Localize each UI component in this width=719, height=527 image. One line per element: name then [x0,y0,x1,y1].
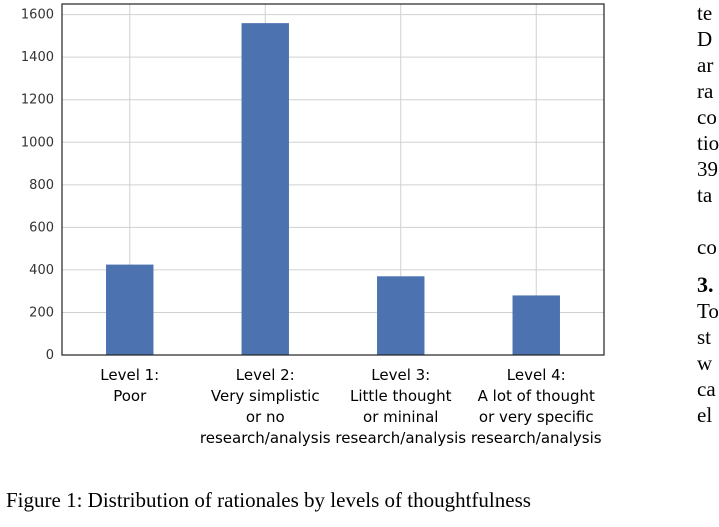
y-tick-label: 800 [29,178,54,193]
y-tick-labels: 0 200 400 600 800 1000 1200 1400 1600 [21,8,54,363]
side-text-line [697,208,719,234]
side-text-line: co [697,105,717,129]
x-tick-label-level-2: Level 2: Very simplistic or no research/ana… [200,366,331,447]
y-tick-label: 400 [29,263,54,278]
side-text-line: ra [697,79,714,103]
bar-level-3 [377,276,425,355]
y-tick-label: 1200 [21,93,54,108]
x-tick-label-level-1: Level 1: Poor [100,366,159,405]
bar-level-1 [106,264,154,355]
x-tick-label-line: Little thought [350,387,452,405]
x-tick-label-line: research/analysis [335,429,466,447]
x-tick-label-line: Level 4: [507,366,566,384]
side-text-line: te [697,1,713,25]
x-tick-label-line: Poor [113,387,147,405]
y-tick-label: 1000 [21,135,54,150]
bar-level-2 [241,23,289,356]
side-text-line: ar [697,53,714,77]
x-tick-label-level-3: Level 3: Little thought or mininal research… [335,366,466,447]
x-tick-label-line: research/analysis [471,429,602,447]
x-tick-label-line: or no [246,408,285,426]
x-tick-label-line: Very simplistic [211,387,320,405]
side-text-line: ta [697,183,713,207]
y-tick-label: 1600 [21,8,54,23]
side-text-line [697,260,719,272]
side-text-line: w [697,351,713,375]
side-text-line: st [697,325,712,349]
side-text-line: D [697,27,713,51]
x-tick-labels: Level 1: Poor Level 2: Very simplistic or no… [100,366,602,447]
bars [106,23,560,356]
x-tick-label-line: Level 3: [371,366,430,384]
plot-frame [61,3,605,356]
x-tick-label-line: Level 1: [100,366,159,384]
y-tick-label: 1400 [21,50,54,65]
side-text-line: To [697,299,719,323]
y-tick-label: 0 [46,348,54,363]
figure-caption: Figure 1: Distribution of rationales by … [6,488,531,512]
y-tick-label: 200 [29,305,54,320]
x-tick-label-line: A lot of thought [478,387,595,405]
side-text-line: el [697,403,713,427]
y-tick-label: 600 [29,220,54,235]
side-text-line: co [697,235,717,259]
side-text-line: tio [697,131,719,155]
side-text-line: ca [697,377,716,401]
bar-level-4 [512,295,560,355]
x-tick-label-line: or mininal [363,408,438,426]
side-text-line: 39 [697,157,718,181]
x-tick-label-line: Level 2: [236,366,295,384]
x-tick-label-line: or very specific [479,408,594,426]
bar-chart: 0 200 400 600 800 1000 1200 1400 1600 Level 1: Po… [21,3,605,447]
x-tick-label-level-4: Level 4: A lot of thought or very specific… [471,366,602,447]
side-text-line: 3. [697,272,714,297]
x-tick-label-line: research/analysis [200,429,331,447]
